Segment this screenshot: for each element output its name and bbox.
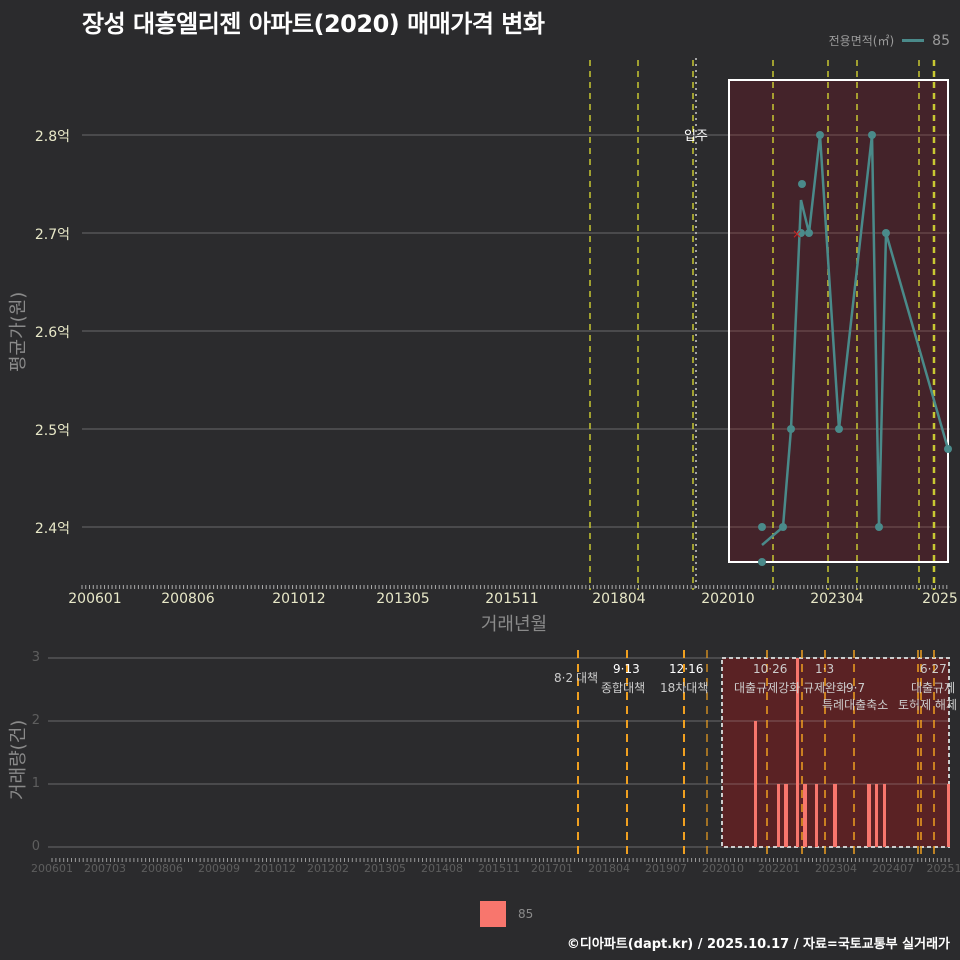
top-legend: 전용면적(㎡) 85 [829,32,950,49]
legend-title: 전용면적(㎡) [828,34,895,48]
svg-text:대책: 대책 [576,670,598,685]
bottom-xtick: 201701 [531,862,573,875]
top-x-axis-label: 거래년월 [480,614,548,635]
bottom-xtick: 201804 [588,862,630,875]
policy-lines-bottom [577,650,935,860]
bottom-xtick: 202304 [815,862,857,875]
svg-text:1·3: 1·3 [815,662,834,676]
top-xtick: 200806 [161,591,215,607]
chart-title: 장성 대흥엘리젠 아파트(2020) 매매가격 변화 [82,10,545,38]
svg-text:특례대출축소: 특례대출축소 [822,698,888,712]
volume-bars [754,658,950,847]
svg-text:6·27: 6·27 [920,662,947,676]
bottom-xtick: 201511 [478,862,520,875]
top-ytick: 2.4억 [34,521,70,537]
marker-x-icon: × [792,227,802,241]
move-in-label: 입주 [684,129,708,144]
bottom-y-axis-label: 거래량(건) [8,719,29,800]
top-xtick: 201511 [485,591,539,607]
top-y-axis-label: 평균가(원) [8,291,29,372]
legend-item-85: 85 [518,907,534,921]
bottom-legend: 85 [480,901,533,927]
top-x-minor-ticks [81,585,948,589]
bottom-xtick: 201305 [364,862,406,875]
bottom-xtick: 202010 [702,862,744,875]
footer-credit: ©디아파트(dapt.kr) / 2025.10.17 / 자료=국토교통부 실… [566,937,950,952]
svg-text:10·26: 10·26 [753,662,787,676]
bottom-xtick: 20251 [926,862,960,875]
svg-text:18차대책: 18차대책 [660,680,708,695]
top-xtick: 202304 [810,591,864,607]
svg-text:규제완화: 규제완화 [803,681,847,695]
svg-text:대출규제: 대출규제 [911,681,955,695]
top-xtick: 201804 [592,591,646,607]
highlight-period [728,79,949,563]
bottom-ytick: 1 [31,776,40,791]
legend-line-icon [902,39,925,42]
bottom-ytick: 3 [31,650,40,665]
bottom-xtick: 202201 [758,862,800,875]
bottom-xtick: 200601 [31,862,73,875]
top-xtick: 201305 [376,591,430,607]
svg-text:8·2: 8·2 [554,671,573,685]
top-xtick: 200601 [68,591,122,607]
bottom-xtick: 200806 [141,862,183,875]
top-xtick: 201012 [272,591,326,607]
svg-text:대출규제강화: 대출규제강화 [734,681,800,695]
bottom-xtick: 201012 [254,862,296,875]
svg-text:9·7: 9·7 [846,681,865,695]
price-line-chart: 입주 × [81,58,952,590]
legend-item-85: 85 [932,32,950,49]
bottom-xtick: 201408 [421,862,463,875]
bottom-ytick: 0 [31,839,40,854]
bottom-xtick: 202407 [872,862,914,875]
svg-text:9·13: 9·13 [613,662,640,676]
svg-text:토허제 해제: 토허제 해제 [898,698,957,712]
svg-text:종합대책: 종합대책 [601,680,645,695]
bottom-xtick: 200909 [198,862,240,875]
svg-text:12·16: 12·16 [669,662,703,676]
bottom-xtick: 201907 [645,862,687,875]
top-ytick: 2.7억 [34,227,70,243]
legend-swatch-icon [480,901,506,927]
top-ytick: 2.6억 [34,325,70,341]
top-ytick: 2.5억 [34,423,70,439]
bottom-xtick: 200703 [84,862,126,875]
bottom-xtick: 201202 [307,862,349,875]
policy-lines-top [589,60,936,590]
top-xtick: 2025 [922,591,958,607]
top-xtick: 202010 [701,591,755,607]
bottom-ytick: 2 [31,713,40,728]
bottom-x-minor-ticks [51,858,950,862]
volume-bar-chart: 8·2 대책 9·13 종합대책 12·16 18차대책 10·26 대출규제강… [48,650,957,862]
top-ytick: 2.8억 [34,129,70,145]
price-series-points [758,131,952,566]
